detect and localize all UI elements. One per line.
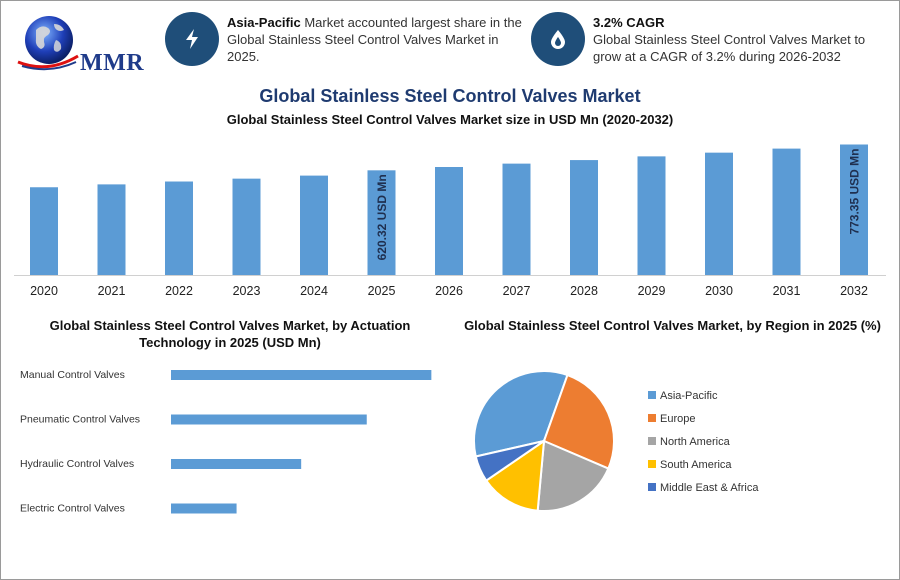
bar-2025 [367, 170, 396, 275]
legend-label: Europe [660, 413, 695, 425]
pie-slice-asia-pacific [473, 370, 569, 458]
hbar-hydraulic-control-valves [171, 459, 302, 469]
x-tick-label: 2025 [368, 284, 396, 298]
legend-swatch [648, 437, 656, 445]
bar-data-label: 773.35 USD Mn [848, 148, 862, 234]
hbar-category-label: Manual Control Valves [20, 369, 125, 381]
hbar-category-label: Pneumatic Control Valves [20, 414, 140, 426]
bar-data-label: 620.32 USD Mn [375, 174, 389, 260]
bar-2023 [232, 178, 261, 275]
x-tick-label: 2027 [503, 284, 531, 298]
x-tick-label: 2022 [165, 284, 193, 298]
x-tick-label: 2030 [705, 284, 733, 298]
main-title: Global Stainless Steel Control Valves Ma… [259, 86, 641, 106]
x-tick-label: 2026 [435, 284, 463, 298]
x-tick-label: 2024 [300, 284, 328, 298]
lightning-icon [165, 12, 219, 66]
x-tick-label: 2029 [638, 284, 666, 298]
hbar-category-label: Electric Control Valves [20, 503, 125, 515]
hbar-category-label: Hydraulic Control Valves [20, 458, 134, 470]
bar-2022 [165, 181, 193, 275]
x-tick-label: 2021 [98, 284, 126, 298]
kpi-left-highlight: Asia-Pacific [227, 15, 301, 30]
logo-text: MMR [80, 50, 145, 76]
bar-2030 [705, 152, 733, 275]
hbar-pneumatic-control-valves [171, 414, 367, 425]
bar-2032 [840, 144, 868, 275]
region-chart-title: Global Stainless Steel Control Valves Ma… [464, 318, 881, 333]
legend-swatch [648, 483, 656, 491]
bar-2021 [97, 184, 126, 275]
bar-chart-subtitle: Global Stainless Steel Control Valves Ma… [226, 112, 674, 127]
kpi-asia-pacific: Asia-Pacific Market accounted largest sh… [165, 12, 525, 72]
actuation-hbar-chart: Manual Control Valves Pneumatic Control V… [20, 369, 432, 515]
legend-swatch [648, 460, 656, 468]
x-tick-label: 2020 [30, 284, 58, 298]
globe-icon [17, 16, 79, 71]
market-size-bar-chart: 2020 2021 2022 2023 2024 2025 2026 2027 2028 2029… [14, 144, 886, 298]
x-tick-label: 2028 [570, 284, 598, 298]
kpi-left-text: Asia-Pacific Market accounted largest sh… [227, 14, 522, 65]
kpi-right-text: 3.2% CAGR Global Stainless Steel Control… [593, 14, 893, 65]
region-pie-chart: Asia-Pacific Europe North America South Ame… [473, 370, 759, 512]
pie-slice-middle-east-africa [474, 440, 545, 482]
kpi-left-body: Market accounted largest share in the Gl… [227, 15, 522, 64]
bar-2027 [502, 163, 531, 275]
legend-label: South America [660, 459, 732, 471]
legend-swatch [648, 391, 656, 399]
pie-slice-north-america [536, 439, 610, 512]
bar-2031 [772, 148, 801, 275]
mmr-logo: MMR [14, 10, 144, 80]
x-tick-label: 2032 [840, 284, 868, 298]
hbar-electric-control-valves [171, 503, 237, 514]
hbar-manual-control-valves [171, 370, 432, 380]
x-tick-label: 2031 [773, 284, 801, 298]
legend-label: Asia-Pacific [660, 390, 718, 402]
kpi-cagr: 3.2% CAGR Global Stainless Steel Control… [531, 12, 891, 72]
drop-icon [531, 12, 585, 66]
bar-2029 [637, 156, 666, 275]
bar-2028 [570, 160, 598, 275]
actuation-chart-title: Global Stainless Steel Control Valves Ma… [49, 318, 411, 350]
bar-2024 [300, 175, 328, 275]
legend-swatch [648, 414, 656, 422]
bar-2020 [30, 187, 58, 275]
bar-2026 [435, 167, 463, 275]
legend-label: North America [660, 436, 731, 448]
kpi-right-body: Global Stainless Steel Control Valves Ma… [593, 32, 866, 64]
pie-slice-south-america [484, 438, 546, 512]
kpi-right-title: 3.2% CAGR [593, 15, 665, 30]
legend-label: Middle East & Africa [660, 482, 759, 494]
x-tick-label: 2023 [233, 284, 261, 298]
pie-slice-europe [542, 373, 615, 470]
